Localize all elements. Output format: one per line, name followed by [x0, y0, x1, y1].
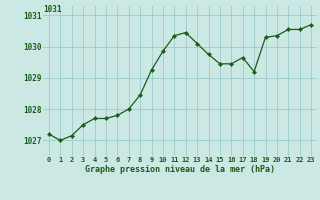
Text: 1031: 1031: [43, 5, 62, 14]
X-axis label: Graphe pression niveau de la mer (hPa): Graphe pression niveau de la mer (hPa): [85, 165, 275, 174]
